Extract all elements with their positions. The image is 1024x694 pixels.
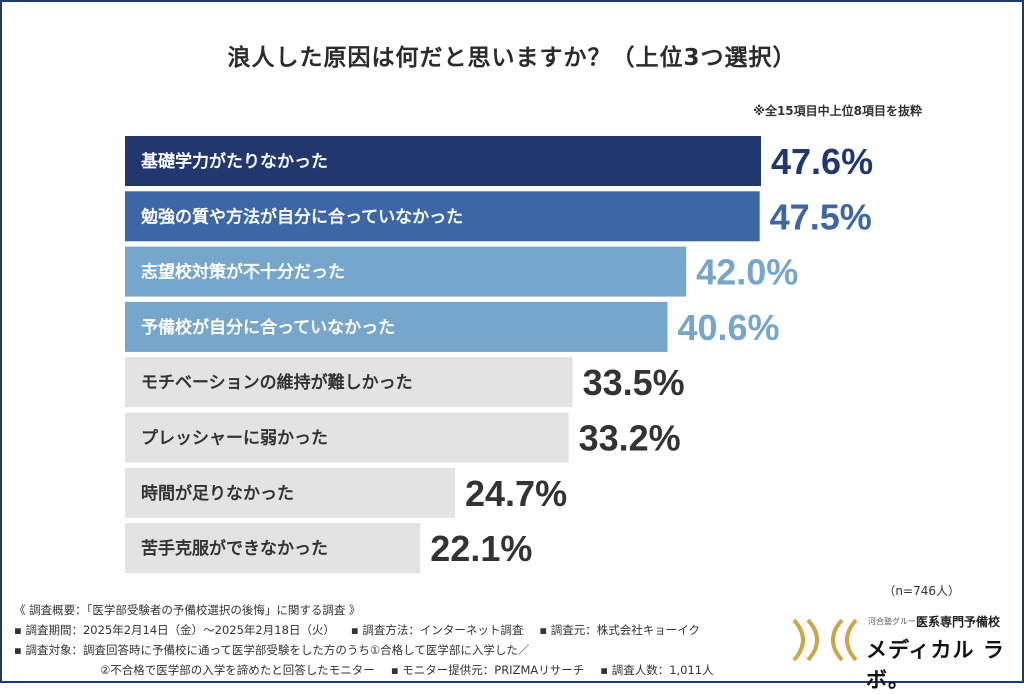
bar-1: [125, 136, 761, 186]
value-label-5: 33.5%: [583, 362, 685, 403]
survey-org: ▪ 調査元：株式会社キョーイク: [539, 623, 701, 637]
survey-row-1: ▪ 調査期間：2025年2月14日（金）〜2025年2月18日（火） ▪ 調査方法…: [14, 620, 804, 640]
survey-method: ▪ 調査方法：インターネット調査: [350, 623, 524, 637]
chart-note: ※全15項目中上位8項目を抜粋: [753, 104, 922, 118]
sample-size-label: （n=746人）: [883, 584, 960, 598]
value-label-8: 22.1%: [430, 528, 532, 569]
logo-mark-icon: [792, 618, 858, 662]
survey-target-2: ②不合格で医学部の入学を諦めたと回答したモニター: [100, 663, 375, 677]
bar-label-4: 予備校が自分に合っていなかった: [141, 317, 395, 338]
value-label-7: 24.7%: [465, 473, 567, 514]
value-label-3: 42.0%: [696, 252, 798, 293]
value-label-1: 47.6%: [771, 141, 873, 182]
bar-6: [125, 412, 569, 463]
survey-count: ▪ 調査人数：1,011人: [600, 663, 714, 677]
bar-label-3: 志望校対策が不十分だった: [141, 262, 345, 283]
bar-5: [125, 357, 573, 408]
survey-provider: ▪ モニター提供元：PRIZMAリサーチ: [390, 663, 585, 677]
survey-target: ▪ 調査対象：調査回答時に予備校に通って医学部受験をした方のうち①合格して医学部…: [14, 643, 530, 657]
bar-label-5: モチベーションの維持が難しかった: [141, 372, 413, 393]
value-label-2: 47.5%: [770, 196, 872, 237]
logo-school-text: 医系専門予備校: [916, 615, 1001, 629]
bar-8: [125, 523, 421, 574]
survey-row-3: ②不合格で医学部の入学を諦めたと回答したモニター ▪ モニター提供元：PRIZMA…: [14, 660, 804, 680]
survey-footer: 《 調査概要：「医学部受験者の予備校選択の後悔」に関する調査 》 ▪ 調査期間：…: [14, 600, 804, 680]
value-label-4: 40.6%: [677, 307, 779, 348]
survey-period: ▪ 調査期間：2025年2月14日（金）〜2025年2月18日（火）: [14, 623, 335, 637]
bar-3: [125, 246, 687, 297]
survey-title: 《 調査概要：「医学部受験者の予備校選択の後悔」に関する調査 》: [14, 603, 361, 617]
bar-4: [125, 301, 668, 352]
bar-label-6: プレッシャーに弱かった: [141, 428, 328, 449]
brand-logo: 河合塾グループ 医系専門予備校 メディカル ラボ。: [786, 610, 1016, 692]
chart-title: 浪人した原因は何だと思いますか？（上位3つ選択）: [227, 45, 797, 71]
bar-2: [125, 191, 760, 242]
value-label-6: 33.2%: [579, 418, 681, 459]
logo-group-text: 河合塾グループ: [868, 617, 924, 626]
bar-label-2: 勉強の質や方法が自分に合っていなかった: [140, 206, 463, 227]
bar-label-8: 苦手克服ができなかった: [141, 538, 328, 559]
bar-label-1: 基礎学力がたりなかった: [140, 151, 328, 172]
bar-7: [125, 467, 456, 518]
bar-label-7: 時間が足りなかった: [141, 483, 294, 504]
logo-brand-text: メディカル ラボ。: [866, 638, 1005, 692]
